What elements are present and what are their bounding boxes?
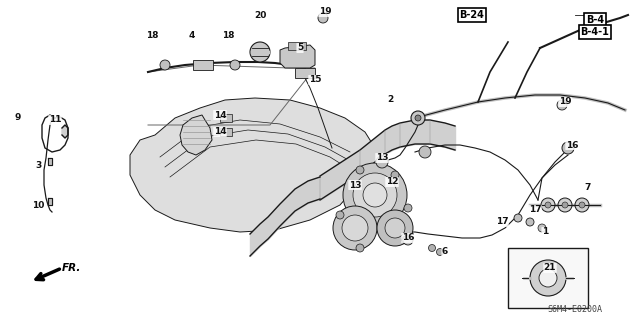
Circle shape [557,100,567,110]
Text: 14: 14 [214,110,227,120]
Circle shape [318,13,328,23]
Circle shape [415,115,421,121]
Text: 13: 13 [376,153,388,162]
Circle shape [562,142,574,154]
Text: 16: 16 [402,234,414,242]
Polygon shape [62,125,68,138]
Text: 17: 17 [496,218,508,226]
Text: 3: 3 [35,160,41,169]
Circle shape [514,214,522,222]
Bar [288,42,306,50]
Text: 16: 16 [566,140,579,150]
Circle shape [404,204,412,212]
Circle shape [403,235,413,245]
Text: 4: 4 [189,31,195,40]
Circle shape [562,202,568,208]
Text: B-24: B-24 [460,10,484,20]
Text: 11: 11 [49,115,61,124]
Text: 20: 20 [254,11,266,19]
Circle shape [545,202,551,208]
Circle shape [419,146,431,158]
Text: 7: 7 [585,183,591,192]
Text: 10: 10 [32,201,44,210]
Text: 17: 17 [529,205,541,214]
Text: S6M4-E0200A: S6M4-E0200A [547,306,602,315]
Bar [220,114,232,122]
Text: FR.: FR. [62,263,81,273]
Text: 5: 5 [297,43,303,53]
Circle shape [377,210,413,246]
Circle shape [250,42,270,62]
Text: 13: 13 [349,181,361,189]
Circle shape [538,224,546,232]
Circle shape [356,166,364,174]
Bar [508,248,588,308]
Circle shape [530,260,566,296]
Text: 15: 15 [308,76,321,85]
Circle shape [526,218,534,226]
Circle shape [385,218,405,238]
Polygon shape [280,45,315,68]
Circle shape [333,206,377,250]
Circle shape [411,111,425,125]
Circle shape [336,211,344,219]
Circle shape [343,163,407,227]
Circle shape [376,156,388,168]
Text: 2: 2 [387,95,393,105]
Text: 18: 18 [221,31,234,40]
Polygon shape [48,198,52,205]
Circle shape [436,249,444,256]
Circle shape [363,183,387,207]
Circle shape [160,60,170,70]
Text: 18: 18 [146,31,158,40]
Text: 9: 9 [15,114,21,122]
Text: B-4: B-4 [586,15,604,25]
Text: 19: 19 [559,98,572,107]
Circle shape [356,244,364,252]
Circle shape [539,269,557,287]
Circle shape [230,60,240,70]
Text: 1: 1 [542,227,548,236]
Circle shape [429,244,435,251]
Bar [295,68,315,78]
Circle shape [342,215,368,241]
Bar [220,128,232,136]
Text: 12: 12 [386,177,398,187]
Circle shape [402,236,410,244]
Circle shape [575,198,589,212]
Polygon shape [180,115,212,155]
Circle shape [391,171,399,179]
Polygon shape [130,98,375,232]
Text: 14: 14 [214,128,227,137]
Text: 19: 19 [319,8,332,17]
Circle shape [579,202,585,208]
Bar [193,60,213,70]
Text: B-4-1: B-4-1 [580,27,609,37]
Circle shape [541,198,555,212]
Text: 21: 21 [544,263,556,272]
Circle shape [558,198,572,212]
Polygon shape [48,158,52,165]
Circle shape [353,173,397,217]
Text: 6: 6 [442,248,448,256]
